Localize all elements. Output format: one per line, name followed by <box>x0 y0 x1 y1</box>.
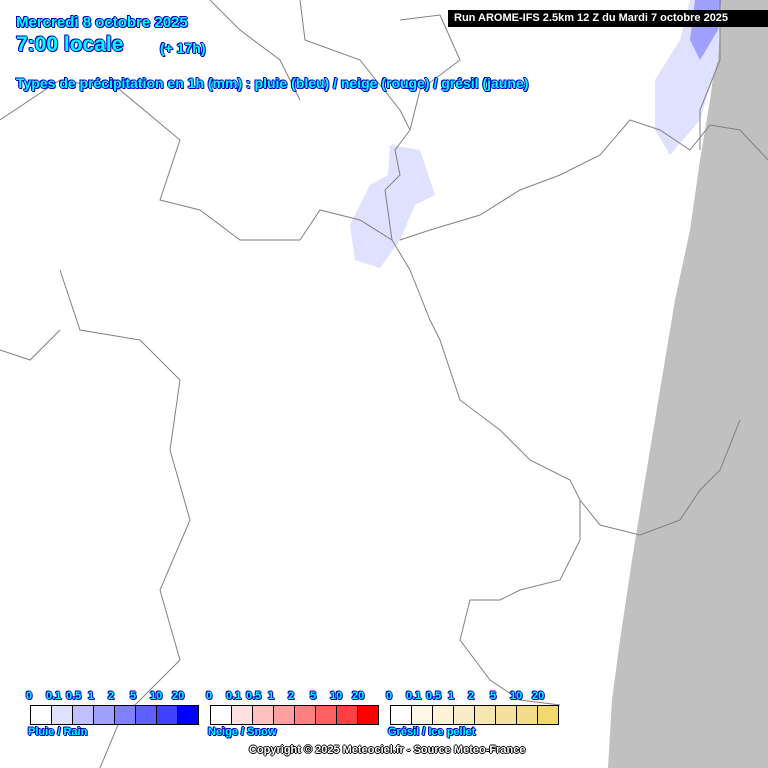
legend-swatch <box>537 705 559 725</box>
legend-swatch <box>231 705 253 725</box>
legend-swatch <box>273 705 295 725</box>
forecast-date: Mercredi 8 octobre 2025 <box>16 14 188 31</box>
legend-swatch <box>315 705 337 725</box>
legend-swatch <box>294 705 316 725</box>
legend-tick: 20 <box>352 690 365 702</box>
forecast-lead: (+ 17h) <box>160 40 206 56</box>
legend-tick: 2 <box>108 690 115 702</box>
legend-tick: 10 <box>510 690 523 702</box>
legend-name: Grésil / Ice pellet <box>388 726 476 738</box>
legend-swatch <box>114 705 136 725</box>
run-label: Run AROME-IFS 2.5km 12 Z du Mardi 7 octo… <box>448 10 768 27</box>
legend-swatch <box>432 705 454 725</box>
legend-tick: 20 <box>172 690 185 702</box>
legend-tick: 2 <box>288 690 295 702</box>
legend-tick: 0.5 <box>66 690 82 702</box>
legend-tick: 0 <box>26 690 33 702</box>
legend-swatch <box>51 705 73 725</box>
legend-colorbar <box>30 705 199 725</box>
legend-swatch <box>156 705 178 725</box>
legend-colorbar <box>390 705 559 725</box>
legend-name: Neige / Snow <box>208 726 277 738</box>
legend-tick: 0.5 <box>426 690 442 702</box>
legend-tick: 2 <box>468 690 475 702</box>
map-subtitle: Types de précipitation en 1h (mm) : plui… <box>16 75 529 91</box>
legend-tick: 1 <box>268 690 275 702</box>
legend-name: Pluie / Rain <box>28 726 88 738</box>
legend-tick: 10 <box>150 690 163 702</box>
legend-tick: 0 <box>386 690 393 702</box>
legend-swatch <box>516 705 538 725</box>
legend-swatch <box>453 705 475 725</box>
legend-tick: 0.1 <box>406 690 422 702</box>
legend-tick: 1 <box>448 690 455 702</box>
legend-swatch <box>72 705 94 725</box>
legend-swatch <box>252 705 274 725</box>
legend-swatch <box>390 705 412 725</box>
legend-tick: 20 <box>532 690 545 702</box>
legend-tick: 0.1 <box>46 690 62 702</box>
legend-swatch <box>495 705 517 725</box>
forecast-time: 7:00 locale <box>16 33 124 56</box>
legend-swatch <box>93 705 115 725</box>
legend-swatch <box>336 705 358 725</box>
legend-tick: 0.5 <box>246 690 262 702</box>
legend-tick: 0.1 <box>226 690 242 702</box>
legend-swatch <box>135 705 157 725</box>
legend-swatch <box>411 705 433 725</box>
legend-tick: 0 <box>206 690 213 702</box>
legend-swatch <box>30 705 52 725</box>
legend-swatch <box>210 705 232 725</box>
no-data-area <box>608 0 768 768</box>
legend-colorbar <box>210 705 379 725</box>
legend-swatch <box>177 705 199 725</box>
legend-tick: 5 <box>310 690 317 702</box>
legend-tick: 10 <box>330 690 343 702</box>
legend-swatch <box>357 705 379 725</box>
legend-tick: 1 <box>88 690 95 702</box>
copyright: Copyright © 2025 Meteociel.fr - Source M… <box>249 744 526 756</box>
legend-tick: 5 <box>130 690 137 702</box>
legend-tick: 5 <box>490 690 497 702</box>
legend-swatch <box>474 705 496 725</box>
